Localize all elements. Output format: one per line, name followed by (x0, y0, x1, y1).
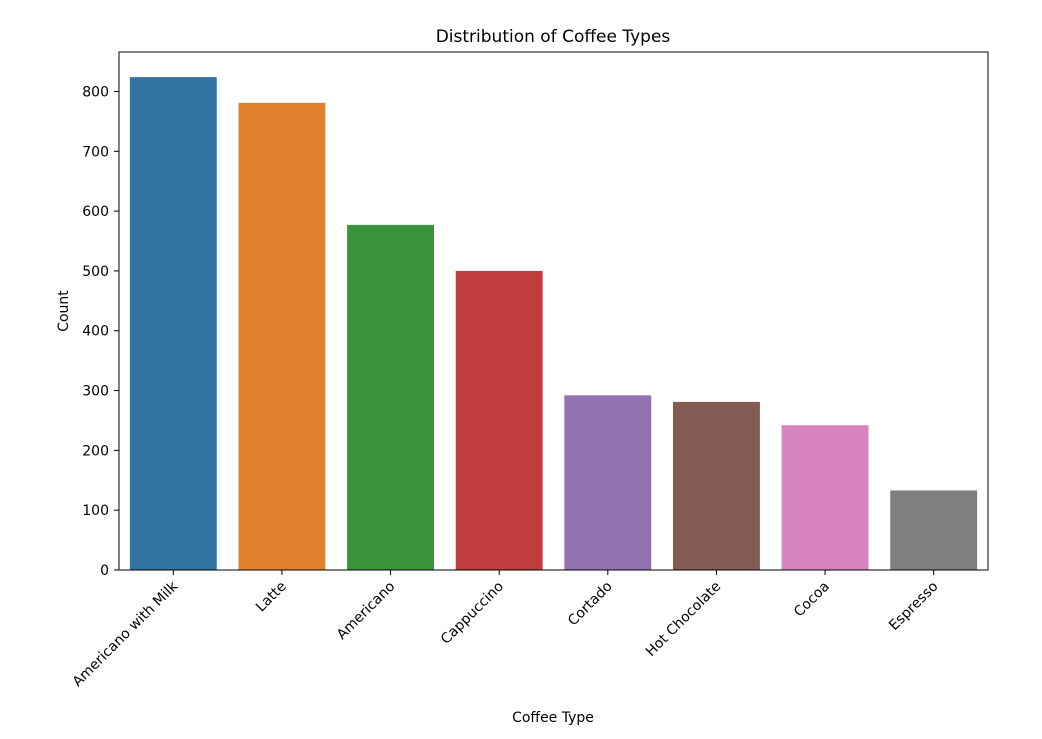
y-tick-label: 200 (82, 443, 109, 459)
bar-cortado (564, 395, 652, 570)
x-tick-label: Espresso (886, 579, 941, 634)
x-tick-label: Latte (253, 579, 290, 616)
bar-hot-chocolate (672, 401, 760, 570)
y-tick-label: 600 (82, 204, 109, 220)
bar-latte (238, 102, 326, 570)
chart-title: Distribution of Coffee Types (436, 27, 671, 47)
bar-cocoa (781, 425, 869, 570)
y-tick-label: 500 (82, 264, 109, 280)
x-tick-label: Cocoa (791, 579, 833, 621)
plot-frame (118, 51, 989, 571)
x-tick-label: Americano with Milk (70, 578, 182, 690)
y-tick-label: 800 (82, 84, 109, 100)
y-axis-label: Count (56, 290, 72, 332)
y-axis-ticks: 0 100 200 300 400 500 600 700 800 (82, 84, 119, 579)
bar-espresso (890, 490, 978, 570)
x-tick-label: Cortado (565, 579, 616, 630)
x-axis-ticks: Americano with Milk Latte Americano Cappucc… (70, 570, 942, 690)
bar-americano (347, 224, 435, 570)
bars-layer (129, 77, 978, 571)
y-tick-label: 0 (100, 563, 109, 579)
y-tick-label: 300 (82, 384, 109, 400)
x-tick-label: Americano (334, 579, 398, 643)
bar-americano-with-milk (129, 77, 217, 571)
x-tick-label: Hot Chocolate (643, 579, 724, 660)
y-tick-label: 400 (82, 324, 109, 340)
y-tick-label: 100 (82, 503, 109, 519)
x-axis-label: Coffee Type (512, 710, 594, 726)
x-tick-label: Cappuccino (438, 579, 507, 648)
y-tick-label: 700 (82, 144, 109, 160)
bar-cappuccino (455, 270, 543, 570)
